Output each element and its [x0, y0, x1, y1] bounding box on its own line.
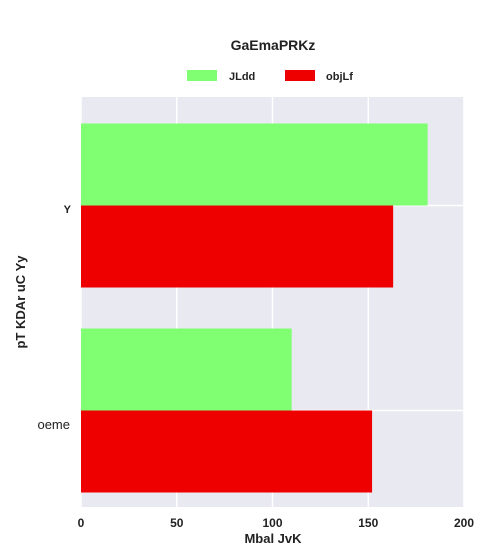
category-label-y: Y: [64, 204, 72, 216]
legend-swatch-objlf: [285, 70, 315, 81]
x-tick-labels: 0 50 100 150 200: [78, 516, 475, 530]
x-axis-label: Mbal JvK: [244, 531, 302, 546]
x-tick-label: 100: [262, 516, 282, 530]
x-tick-label: 50: [170, 516, 184, 530]
bar-objlf-oeme: [81, 411, 372, 493]
legend-label-objlf: objLf: [326, 71, 353, 83]
bar-objlf-y: [81, 206, 393, 288]
bar-jldd-y: [81, 124, 428, 206]
y-axis-label: pT KDAr uC Yy: [13, 255, 28, 349]
x-tick-label: 0: [78, 516, 85, 530]
legend: JLdd objLf: [187, 70, 353, 83]
chart-title: GaEmaPRKz: [231, 37, 316, 53]
category-label-oeme: oeme: [37, 417, 70, 432]
legend-label-jldd: JLdd: [229, 71, 255, 83]
legend-swatch-jldd: [187, 70, 217, 81]
x-tick-label: 200: [454, 516, 474, 530]
bar-jldd-oeme: [81, 329, 292, 411]
x-tick-label: 150: [358, 516, 378, 530]
